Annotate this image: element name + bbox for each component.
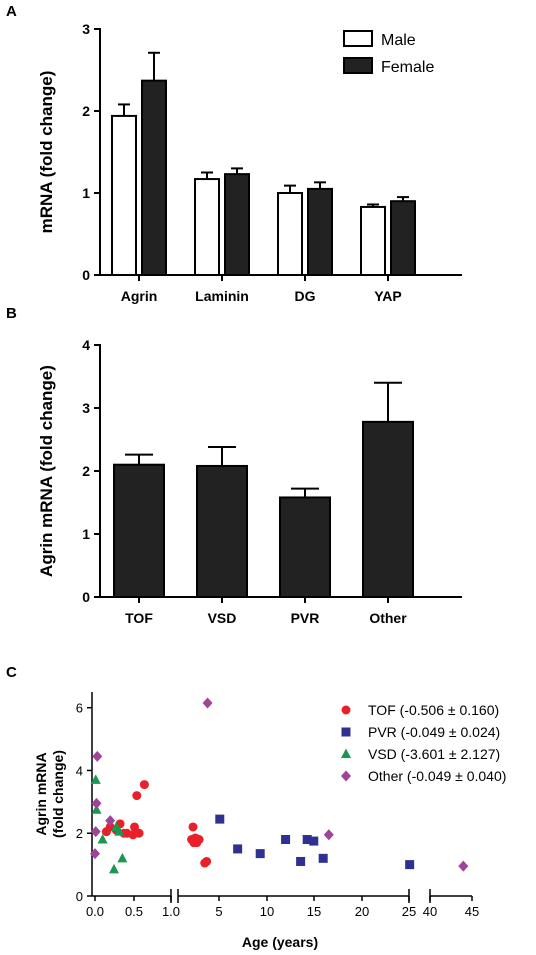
bar-female bbox=[390, 200, 416, 276]
point-pvr bbox=[405, 860, 415, 870]
y-tick-label-b: 3 bbox=[82, 400, 90, 416]
legend-marker-pvr bbox=[341, 727, 351, 737]
point-other bbox=[91, 797, 102, 809]
point-tof bbox=[188, 822, 198, 832]
bar-male bbox=[360, 205, 386, 276]
point-tof bbox=[130, 822, 140, 832]
point-vsd bbox=[109, 863, 119, 874]
point-pvr bbox=[309, 836, 319, 846]
legend-swatch-male bbox=[343, 30, 373, 47]
point-pvr bbox=[215, 814, 225, 824]
point-pvr bbox=[318, 853, 328, 863]
point-pvr bbox=[296, 856, 306, 866]
y-tick-label-c: 2 bbox=[76, 826, 83, 841]
point-other bbox=[90, 848, 100, 860]
x-tick-label-c: 1.0 bbox=[162, 904, 180, 919]
legend-label-other: Other (-0.049 ± 0.040) bbox=[368, 768, 506, 784]
x-tick-label-b: TOF bbox=[125, 610, 153, 626]
point-tof bbox=[202, 856, 212, 866]
x-axis-title-c: Age (years) bbox=[242, 934, 318, 950]
legend-swatch-female bbox=[343, 57, 373, 74]
x-tick-label-c: 20 bbox=[355, 904, 369, 919]
point-other bbox=[105, 815, 116, 827]
y-axis-title-c-line2: (fold change) bbox=[50, 750, 66, 838]
legend-label-female: Female bbox=[381, 59, 434, 76]
bar-tof bbox=[113, 463, 165, 599]
panel-letter-c: C bbox=[6, 664, 17, 681]
x-tick-label-c: 40 bbox=[423, 904, 437, 919]
y-tick-label-b: 1 bbox=[82, 526, 90, 542]
point-vsd bbox=[117, 852, 128, 863]
x-tick-label-c: 10 bbox=[260, 904, 274, 919]
point-vsd bbox=[114, 826, 125, 836]
x-tick-label-c: 5 bbox=[215, 904, 222, 919]
point-pvr bbox=[302, 835, 312, 845]
y-tick-label-c: 6 bbox=[76, 701, 83, 716]
point-vsd bbox=[90, 774, 101, 784]
y-tick-label-b: 0 bbox=[82, 589, 90, 605]
bar-vsd bbox=[196, 464, 248, 598]
bar-female bbox=[307, 187, 333, 276]
y-tick-label-a: 1 bbox=[82, 185, 90, 201]
bar-female bbox=[141, 79, 167, 276]
legend-marker-tof bbox=[341, 705, 351, 715]
y-tick-label-b: 4 bbox=[82, 337, 90, 353]
y-tick-label-a: 2 bbox=[82, 103, 90, 119]
legend-marker-vsd bbox=[341, 748, 351, 758]
point-other bbox=[90, 826, 101, 838]
x-tick-label-c: 25 bbox=[402, 904, 416, 919]
x-tick-label-a: Laminin bbox=[195, 288, 249, 304]
y-tick-label-a: 3 bbox=[82, 21, 90, 37]
x-tick-label-a: Agrin bbox=[121, 288, 158, 304]
point-vsd bbox=[97, 834, 108, 844]
legend-label-male: Male bbox=[381, 32, 416, 49]
panel-letter-a: A bbox=[6, 3, 17, 20]
point-tof bbox=[132, 791, 142, 801]
point-pvr bbox=[255, 849, 265, 859]
x-tick-label-c: 0.5 bbox=[125, 904, 143, 919]
bar-male bbox=[111, 114, 137, 276]
y-tick-label-b: 2 bbox=[82, 463, 90, 479]
bar-pvr bbox=[279, 496, 331, 598]
y-axis-title-c-line1: Agrin mRNA bbox=[33, 752, 49, 835]
x-tick-label-a: YAP bbox=[374, 288, 402, 304]
legend-label-vsd: VSD (-3.601 ± 2.127) bbox=[368, 746, 500, 762]
point-other bbox=[323, 829, 334, 841]
point-other bbox=[202, 697, 213, 709]
point-other bbox=[458, 860, 469, 872]
x-tick-label-c: 15 bbox=[307, 904, 321, 919]
point-vsd bbox=[91, 804, 102, 814]
bar-other bbox=[362, 420, 414, 598]
panel-letter-b: B bbox=[6, 305, 17, 322]
point-pvr bbox=[233, 844, 243, 854]
x-tick-label-b: VSD bbox=[208, 610, 237, 626]
x-tick-label-b: Other bbox=[369, 610, 407, 626]
x-tick-label-b: PVR bbox=[291, 610, 320, 626]
point-other bbox=[92, 750, 103, 762]
y-tick-label-a: 0 bbox=[82, 267, 90, 283]
y-axis-title-b: Agrin mRNA (fold change) bbox=[37, 365, 56, 577]
legend-marker-other bbox=[341, 770, 351, 782]
y-tick-label-c: 4 bbox=[76, 763, 83, 778]
point-tof bbox=[134, 828, 144, 838]
x-tick-label-c: 45 bbox=[465, 904, 479, 919]
bar-male bbox=[277, 192, 303, 276]
point-tof bbox=[139, 780, 149, 790]
x-tick-label-a: DG bbox=[295, 288, 316, 304]
y-tick-label-c: 0 bbox=[76, 889, 83, 904]
x-tick-label-c: 0.0 bbox=[86, 904, 104, 919]
point-tof bbox=[194, 835, 204, 845]
bar-female bbox=[224, 173, 250, 276]
legend-label-tof: TOF (-0.506 ± 0.160) bbox=[368, 702, 499, 718]
point-pvr bbox=[281, 835, 291, 845]
y-axis-title-a: mRNA (fold change) bbox=[37, 71, 56, 234]
bar-male bbox=[194, 178, 220, 276]
legend-label-pvr: PVR (-0.049 ± 0.024) bbox=[368, 724, 500, 740]
